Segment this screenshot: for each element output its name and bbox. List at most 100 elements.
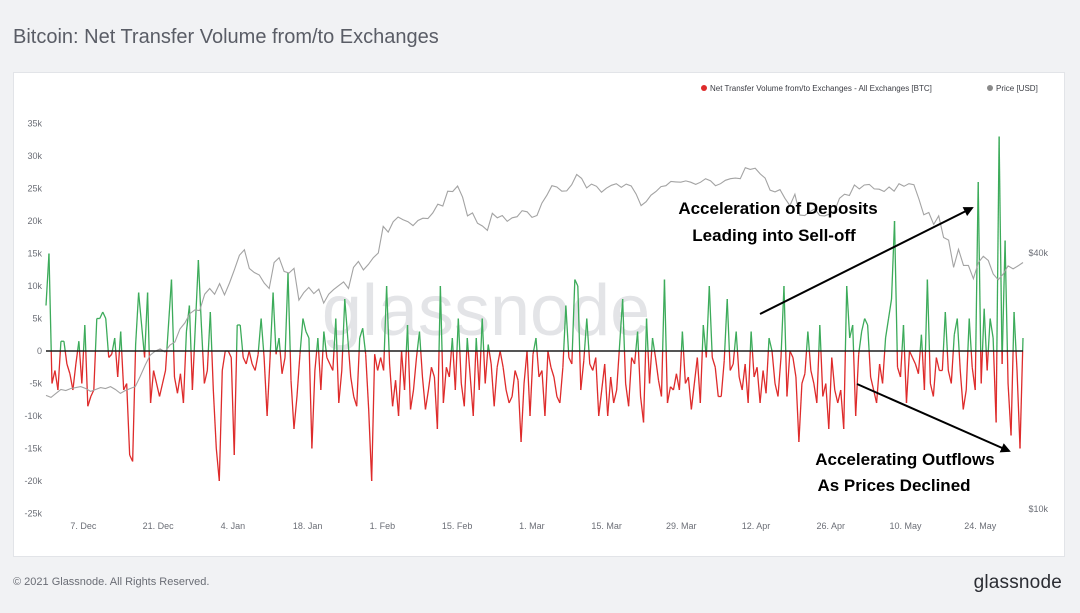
- net-volume-segment: [336, 350, 340, 404]
- net-volume-segment: [166, 324, 170, 352]
- net-volume-segment: [774, 383, 779, 397]
- net-volume-segment: [200, 324, 204, 352]
- net-volume-segment: [526, 350, 531, 417]
- net-volume-segment: [696, 357, 701, 404]
- net-volume-segment: [756, 367, 761, 404]
- annotation-deposits-line1: Acceleration of Deposits: [678, 199, 877, 218]
- net-volume-segment: [105, 318, 109, 352]
- net-volume-segment: [928, 350, 932, 384]
- net-volume-segment: [206, 350, 209, 371]
- net-volume-segment: [260, 318, 265, 352]
- net-volume-segment: [257, 318, 262, 352]
- net-volume-segment: [325, 350, 328, 358]
- net-volume-segment: [517, 380, 522, 443]
- net-volume-segment: [1006, 350, 1009, 384]
- y-right-tick-label: $40k: [1028, 248, 1048, 258]
- net-volume-segment: [99, 311, 104, 319]
- y-tick-label: 35k: [27, 119, 42, 129]
- net-volume-segment: [699, 350, 703, 404]
- x-tick-label: 7. Dec: [70, 521, 97, 531]
- net-volume-segment: [514, 370, 519, 381]
- y-tick-label: -25k: [24, 509, 42, 519]
- net-volume-segment: [980, 350, 984, 384]
- net-volume-segment: [604, 363, 609, 417]
- net-volume-segment: [54, 370, 59, 391]
- y-tick-label: 15k: [27, 249, 42, 259]
- net-volume-segment: [908, 350, 914, 358]
- x-tick-label: 1. Feb: [370, 521, 396, 531]
- net-volume-segment: [359, 328, 364, 339]
- net-volume-segment: [317, 337, 320, 352]
- net-volume-segment: [996, 136, 1000, 352]
- net-volume-segment: [941, 350, 944, 371]
- x-axis: 7. Dec 21. Dec 4. Jan 18. Jan 1. Feb 15. Feb 1…: [70, 521, 996, 531]
- net-volume-segment: [121, 350, 125, 391]
- net-volume-segment: [90, 389, 95, 397]
- net-volume-segment: [362, 328, 366, 352]
- net-volume-segment: [69, 373, 74, 391]
- net-volume-segment: [146, 292, 150, 352]
- annotation-deposits-line2: Leading into Sell-off: [692, 226, 856, 245]
- net-volume-segment: [272, 292, 277, 352]
- net-volume-segment: [619, 298, 624, 345]
- net-volume-segment: [917, 350, 921, 374]
- net-volume-segment: [565, 305, 570, 352]
- net-volume-segment: [344, 298, 349, 339]
- net-volume-segment: [651, 337, 656, 352]
- x-tick-label: 1. Mar: [519, 521, 545, 531]
- net-volume-segment: [858, 331, 863, 352]
- net-volume-segment: [50, 350, 53, 384]
- net-volume-segment: [293, 396, 298, 430]
- net-volume-segment: [281, 357, 286, 374]
- net-volume-segment: [759, 370, 764, 404]
- net-volume-segment: [248, 350, 253, 365]
- net-volume-segment: [102, 311, 107, 319]
- net-volume-segment: [831, 357, 836, 391]
- net-volume-segment: [64, 350, 68, 365]
- net-volume-segment: [751, 350, 755, 378]
- net-volume-segment: [574, 279, 579, 287]
- net-volume-segment: [953, 318, 958, 335]
- y-tick-label: 25k: [27, 184, 42, 194]
- net-volume-segment: [442, 367, 448, 404]
- net-volume-segment: [924, 279, 929, 352]
- net-volume-segment: [418, 331, 422, 352]
- net-volume-segment: [724, 298, 728, 352]
- net-volume-segment: [487, 344, 490, 352]
- net-volume-segment: [884, 337, 887, 352]
- net-volume-segment: [571, 279, 576, 352]
- net-volume-segment: [251, 363, 256, 371]
- net-volume-segment: [1015, 350, 1018, 371]
- net-volume-segment: [819, 324, 822, 352]
- net-volume-segment: [493, 367, 498, 407]
- net-volume-segment: [583, 350, 586, 361]
- net-volume-segment: [488, 350, 492, 365]
- net-volume-segment: [131, 350, 137, 462]
- net-volume-segment: [179, 373, 185, 404]
- net-volume-segment: [287, 272, 291, 352]
- net-volume-segment: [394, 380, 400, 417]
- net-volume-segment: [950, 350, 954, 384]
- net-volume-segment: [852, 350, 857, 417]
- net-volume-segment: [499, 350, 504, 368]
- net-volume-segment: [279, 350, 283, 374]
- net-volume-segment: [424, 389, 430, 410]
- net-volume-segment: [977, 181, 982, 352]
- net-volume-segment: [559, 367, 564, 404]
- net-volume-segment: [586, 318, 590, 352]
- net-volume-segment: [983, 308, 987, 352]
- net-volume-segment: [266, 357, 271, 417]
- net-volume-segment: [579, 350, 582, 391]
- net-volume-segment: [193, 324, 197, 352]
- net-volume-segment: [406, 324, 410, 352]
- net-volume-segment: [230, 357, 235, 456]
- net-volume-segment: [239, 324, 244, 352]
- net-volume-segment: [158, 383, 164, 397]
- net-volume-segment: [72, 363, 77, 391]
- net-volume-segment: [881, 350, 886, 384]
- net-volume-segment: [986, 350, 989, 371]
- net-volume-segment: [144, 292, 149, 352]
- net-volume-segment: [341, 298, 346, 352]
- net-volume-segment: [203, 370, 208, 384]
- y-tick-label: -5k: [29, 379, 42, 389]
